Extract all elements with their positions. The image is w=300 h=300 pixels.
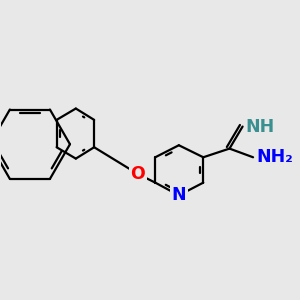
Text: N: N [172, 186, 186, 204]
Text: NH: NH [246, 118, 275, 136]
Text: NH₂: NH₂ [256, 148, 293, 166]
Text: O: O [130, 165, 145, 183]
